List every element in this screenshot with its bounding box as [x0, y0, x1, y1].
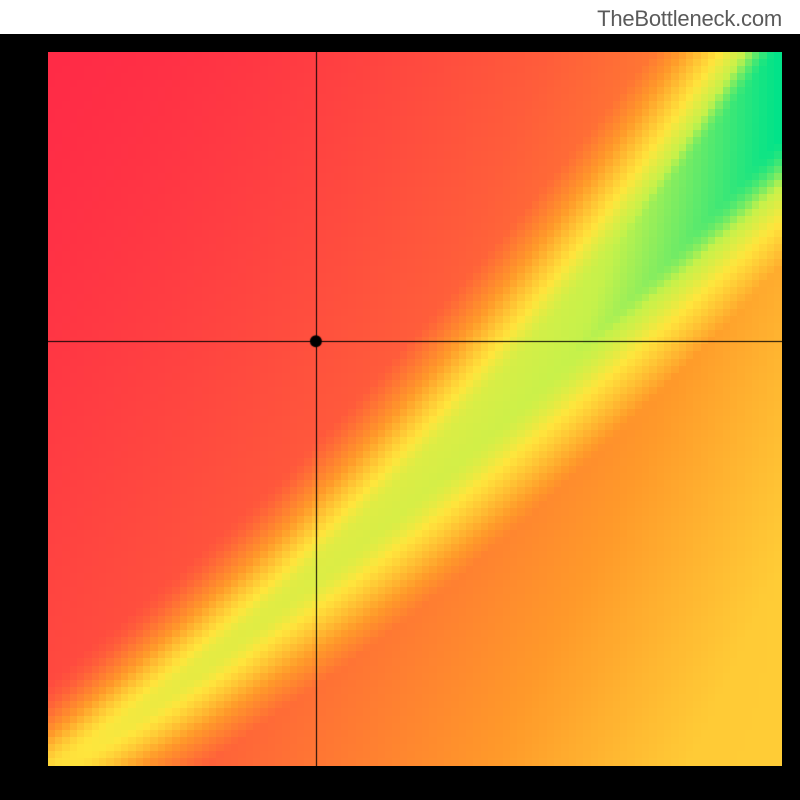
crosshair-overlay	[48, 52, 782, 766]
attribution-label: TheBottleneck.com	[597, 6, 782, 32]
chart-container: TheBottleneck.com	[0, 0, 800, 800]
